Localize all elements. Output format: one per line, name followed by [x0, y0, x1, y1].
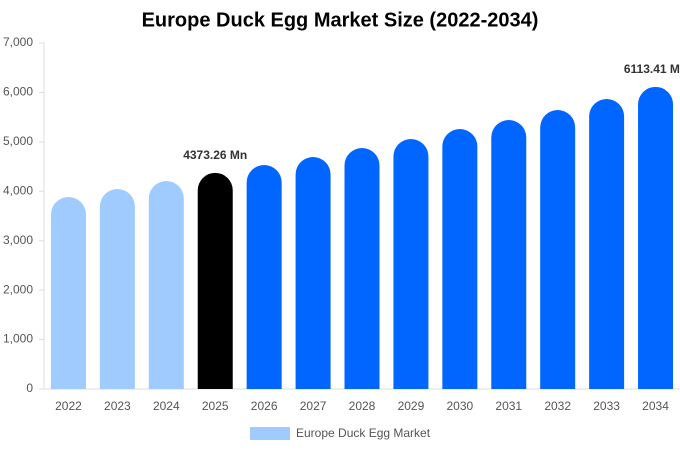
- bar: [99, 189, 135, 389]
- bar: [50, 197, 86, 389]
- bar: [540, 110, 576, 389]
- bar: [148, 181, 184, 389]
- x-tick-label: 2023: [104, 399, 131, 413]
- x-tick-label: 2030: [446, 399, 473, 413]
- bar: [295, 157, 331, 389]
- x-tick-label: 2031: [495, 399, 522, 413]
- x-tick-label: 2029: [398, 399, 425, 413]
- y-tick-label: 3,000: [3, 233, 33, 247]
- bar: [589, 99, 625, 390]
- y-tick-label: 4,000: [3, 183, 33, 197]
- x-tick-label: 2024: [153, 399, 180, 413]
- bar: [491, 120, 527, 390]
- x-tick-label: 2022: [55, 399, 82, 413]
- y-tick-label: 0: [26, 381, 33, 395]
- x-tick-label: 2025: [202, 399, 229, 413]
- legend-swatch: [250, 427, 290, 440]
- y-tick-label: 6,000: [3, 85, 33, 99]
- x-tick-label: 2034: [642, 399, 669, 413]
- bar: [197, 172, 233, 389]
- x-tick-label: 2027: [300, 399, 327, 413]
- bar: [442, 129, 478, 389]
- x-tick-label: 2026: [251, 399, 278, 413]
- legend-label: Europe Duck Egg Market: [296, 426, 431, 440]
- x-tick-label: 2028: [349, 399, 376, 413]
- chart-title: Europe Duck Egg Market Size (2022-2034): [142, 9, 539, 31]
- bar: [638, 86, 674, 389]
- x-tick-label: 2032: [544, 399, 571, 413]
- data-label: 4373.26 Mn: [183, 148, 247, 162]
- x-tick-label: 2033: [593, 399, 620, 413]
- y-tick-label: 7,000: [3, 35, 33, 49]
- y-tick-label: 1,000: [3, 332, 33, 346]
- bar: [344, 147, 380, 389]
- data-label: 6113.41 Mn: [624, 62, 680, 76]
- y-tick-label: 2,000: [3, 282, 33, 296]
- bar: [246, 164, 282, 389]
- y-tick-label: 5,000: [3, 134, 33, 148]
- bar: [393, 138, 429, 389]
